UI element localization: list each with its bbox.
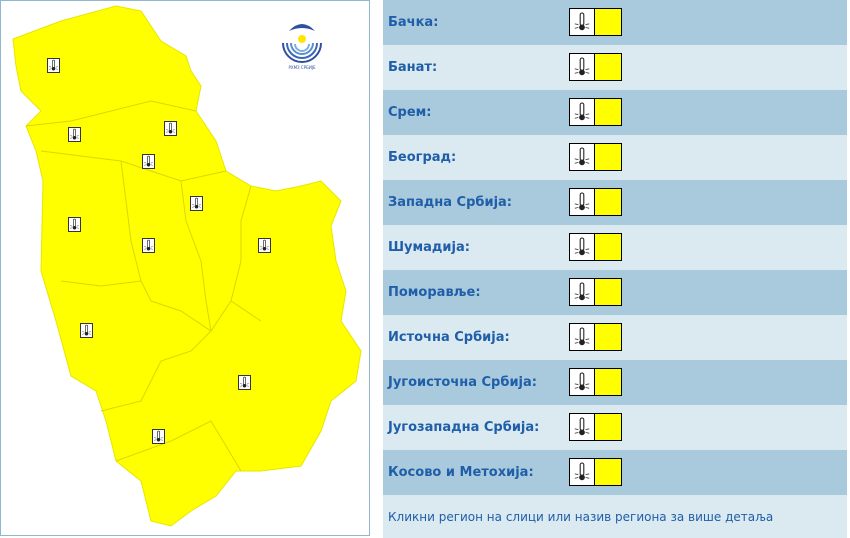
map-thermometer-heat-icon[interactable] xyxy=(164,121,177,136)
warning-level-swatch xyxy=(595,414,621,440)
map-thermometer-heat-icon[interactable] xyxy=(142,154,155,169)
serbia-warning-map[interactable]: РХМЗ СРБИЈЕ xyxy=(0,0,370,536)
warning-level-swatch xyxy=(595,459,621,485)
map-serbia-shape[interactable] xyxy=(12,5,362,527)
map-thermometer-heat-icon[interactable] xyxy=(47,58,60,73)
warning-indicator xyxy=(569,413,622,441)
thermometer-heat-icon xyxy=(570,54,595,80)
warning-level-swatch xyxy=(595,189,621,215)
region-label[interactable]: Београд: xyxy=(388,150,457,165)
warning-indicator xyxy=(569,278,622,306)
footer-hint: Кликни регион на слици или назив региона… xyxy=(383,495,847,538)
region-row-jugoistocna-srbija[interactable]: Југоисточна Србија: xyxy=(383,360,847,405)
thermometer-heat-icon xyxy=(570,234,595,260)
region-label[interactable]: Западна Србија: xyxy=(388,195,513,210)
region-label[interactable]: Шумадија: xyxy=(388,240,470,255)
map-regions[interactable] xyxy=(1,1,369,535)
thermometer-heat-icon xyxy=(570,369,595,395)
region-row-beograd[interactable]: Београд: xyxy=(383,135,847,180)
region-label[interactable]: Поморавље: xyxy=(388,285,481,300)
region-label[interactable]: Косово и Метохија: xyxy=(388,465,534,480)
thermometer-heat-icon xyxy=(570,459,595,485)
thermometer-heat-icon xyxy=(570,99,595,125)
warning-level-swatch xyxy=(595,279,621,305)
thermometer-heat-icon xyxy=(570,189,595,215)
warning-indicator xyxy=(569,368,622,396)
map-thermometer-heat-icon[interactable] xyxy=(142,238,155,253)
warning-level-swatch xyxy=(595,99,621,125)
footer-text: Кликни регион на слици или назив региона… xyxy=(388,509,774,524)
map-thermometer-heat-icon[interactable] xyxy=(190,196,203,211)
region-row-jugozapadna-srbija[interactable]: Југозападна Србија: xyxy=(383,405,847,450)
region-borders xyxy=(25,100,262,472)
region-label[interactable]: Банат: xyxy=(388,60,438,75)
warning-indicator xyxy=(569,233,622,261)
warning-level-swatch xyxy=(595,234,621,260)
region-label[interactable]: Источна Србија: xyxy=(388,330,510,345)
region-row-backa[interactable]: Бачка: xyxy=(383,0,847,45)
region-label[interactable]: Бачка: xyxy=(388,15,439,30)
warning-level-swatch xyxy=(595,144,621,170)
warning-level-swatch xyxy=(595,369,621,395)
warning-indicator xyxy=(569,188,622,216)
warning-indicator xyxy=(569,8,622,36)
region-row-istocna-srbija[interactable]: Источна Србија: xyxy=(383,315,847,360)
warning-indicator xyxy=(569,98,622,126)
warning-level-swatch xyxy=(595,324,621,350)
map-thermometer-heat-icon[interactable] xyxy=(68,217,81,232)
region-label[interactable]: Југоисточна Србија: xyxy=(388,375,537,390)
warning-indicator xyxy=(569,458,622,486)
map-thermometer-heat-icon[interactable] xyxy=(238,375,251,390)
thermometer-heat-icon xyxy=(570,414,595,440)
warning-indicator xyxy=(569,53,622,81)
thermometer-heat-icon xyxy=(570,279,595,305)
region-warning-table: Бачка: Банат: Срем: Београд: Западна Срб… xyxy=(383,0,847,495)
svg-text:РХМЗ СРБИЈЕ: РХМЗ СРБИЈЕ xyxy=(288,65,316,70)
thermometer-heat-icon xyxy=(570,144,595,170)
map-thermometer-heat-icon[interactable] xyxy=(258,238,271,253)
region-row-banat[interactable]: Банат: xyxy=(383,45,847,90)
region-label[interactable]: Југозападна Србија: xyxy=(388,420,540,435)
map-thermometer-heat-icon[interactable] xyxy=(152,429,165,444)
region-row-zapadna-srbija[interactable]: Западна Србија: xyxy=(383,180,847,225)
region-row-sumadija[interactable]: Шумадија: xyxy=(383,225,847,270)
warning-level-swatch xyxy=(595,9,621,35)
warning-level-swatch xyxy=(595,54,621,80)
region-row-pomoravlje[interactable]: Поморавље: xyxy=(383,270,847,315)
region-label[interactable]: Срем: xyxy=(388,105,432,120)
map-thermometer-heat-icon[interactable] xyxy=(68,127,81,142)
map-thermometer-heat-icon[interactable] xyxy=(80,323,93,338)
thermometer-heat-icon xyxy=(570,324,595,350)
region-row-kosovo[interactable]: Косово и Метохија: xyxy=(383,450,847,495)
warning-indicator xyxy=(569,323,622,351)
warning-indicator xyxy=(569,143,622,171)
thermometer-heat-icon xyxy=(570,9,595,35)
region-row-srem[interactable]: Срем: xyxy=(383,90,847,135)
